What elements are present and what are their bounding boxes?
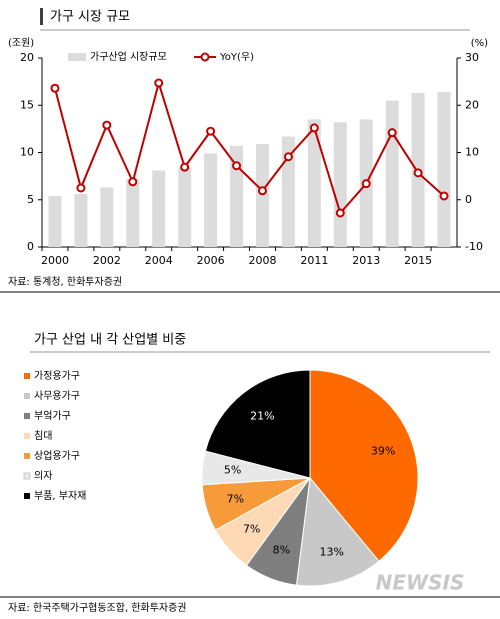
source: 자료: 통계청, 한화투자증권 [8, 276, 122, 288]
line-marker [309, 123, 319, 133]
y-tick-label: 20 [20, 51, 34, 64]
legend-label: 상업용가구 [34, 449, 80, 462]
y-tick-label: 0 [27, 240, 34, 253]
legend-swatch [24, 433, 30, 439]
line-marker [76, 183, 86, 193]
legend-swatch [24, 393, 30, 399]
x-tick-label: 2008 [248, 254, 276, 267]
line-marker [102, 120, 112, 130]
data-label: 8% [273, 543, 290, 556]
legend-label: 가정용가구 [34, 370, 80, 382]
bar [385, 100, 399, 248]
bar [48, 195, 62, 247]
legend-label: 부엌가구 [34, 409, 71, 422]
chart-title: 가구 산업 내 각 산업별 비중 [34, 333, 186, 348]
bar [100, 187, 114, 247]
legend-label: 침대 [34, 430, 52, 442]
line [54, 79, 445, 215]
watermark: NEWSIS [376, 571, 465, 595]
x-tick-label: 2000 [41, 254, 69, 267]
data-label: 39% [371, 445, 395, 458]
line-marker [206, 126, 216, 136]
x-tick-label: 2013 [352, 254, 380, 267]
pie-slice [204, 369, 311, 479]
data-label: 7% [227, 493, 244, 506]
bar [126, 178, 140, 247]
y2-tick-label: 30 [465, 51, 479, 64]
line-marker [154, 78, 164, 88]
source: 자료: 한국주택가구협동조합, 한화투자증권 [8, 601, 187, 614]
data-label: 5% [224, 464, 241, 477]
legend-label: YoY(우) [219, 51, 254, 63]
y2-tick-label: 10 [465, 146, 479, 159]
bar [204, 153, 218, 247]
line-marker [387, 128, 397, 138]
legend-swatch [24, 493, 30, 499]
legend-label: 의자 [34, 470, 52, 482]
legend-label: 사무용가구 [34, 390, 80, 402]
y-unit: (조원) [8, 37, 34, 49]
bar [74, 194, 88, 247]
data-label: 7% [243, 522, 260, 535]
y2-unit: (%) [471, 38, 488, 49]
line-marker [257, 186, 267, 196]
legend-swatch [24, 413, 30, 419]
legend-label: 부품, 부자재 [34, 490, 86, 502]
line-marker [413, 168, 423, 178]
pie-slice [309, 369, 419, 562]
y2-tick-label: 20 [465, 98, 479, 111]
legend-swatch [24, 453, 30, 459]
bar [230, 145, 244, 247]
data-label: 13% [319, 546, 343, 559]
legend-swatch [24, 373, 30, 379]
legend-swatch [68, 53, 86, 61]
line-marker [361, 179, 371, 189]
x-tick-label: 2004 [145, 254, 173, 267]
y2-tick-label: -10 [465, 240, 483, 253]
title-marker [40, 8, 43, 25]
y-tick-label: 10 [20, 146, 34, 159]
legend-label: 가구산업 시장규모 [90, 50, 167, 63]
bar [178, 167, 192, 247]
bar [437, 92, 451, 248]
x-tick-label: 2002 [93, 254, 121, 267]
y-tick-label: 5 [27, 193, 34, 206]
x-tick-label: 2006 [197, 254, 225, 267]
line-marker [232, 161, 242, 171]
y2-tick-label: 0 [465, 193, 472, 206]
x-tick-label: 2011 [300, 254, 328, 267]
line-marker [180, 162, 190, 172]
line-marker [283, 152, 293, 162]
y-tick-label: 15 [20, 98, 34, 111]
data-label: 21% [250, 410, 274, 423]
legend-swatch [23, 472, 31, 480]
bar [152, 170, 166, 247]
x-tick-label: 2015 [404, 254, 432, 267]
line-marker [439, 191, 449, 201]
line-marker [335, 208, 345, 218]
legend-swatch [200, 52, 210, 62]
bar [333, 122, 347, 247]
bar [307, 119, 321, 247]
bar [281, 136, 295, 247]
pie-slice [295, 476, 380, 587]
line-marker [128, 177, 138, 187]
chart-title: 가구 시장 규모 [50, 10, 130, 25]
line-marker [50, 83, 60, 93]
bar [255, 143, 269, 247]
